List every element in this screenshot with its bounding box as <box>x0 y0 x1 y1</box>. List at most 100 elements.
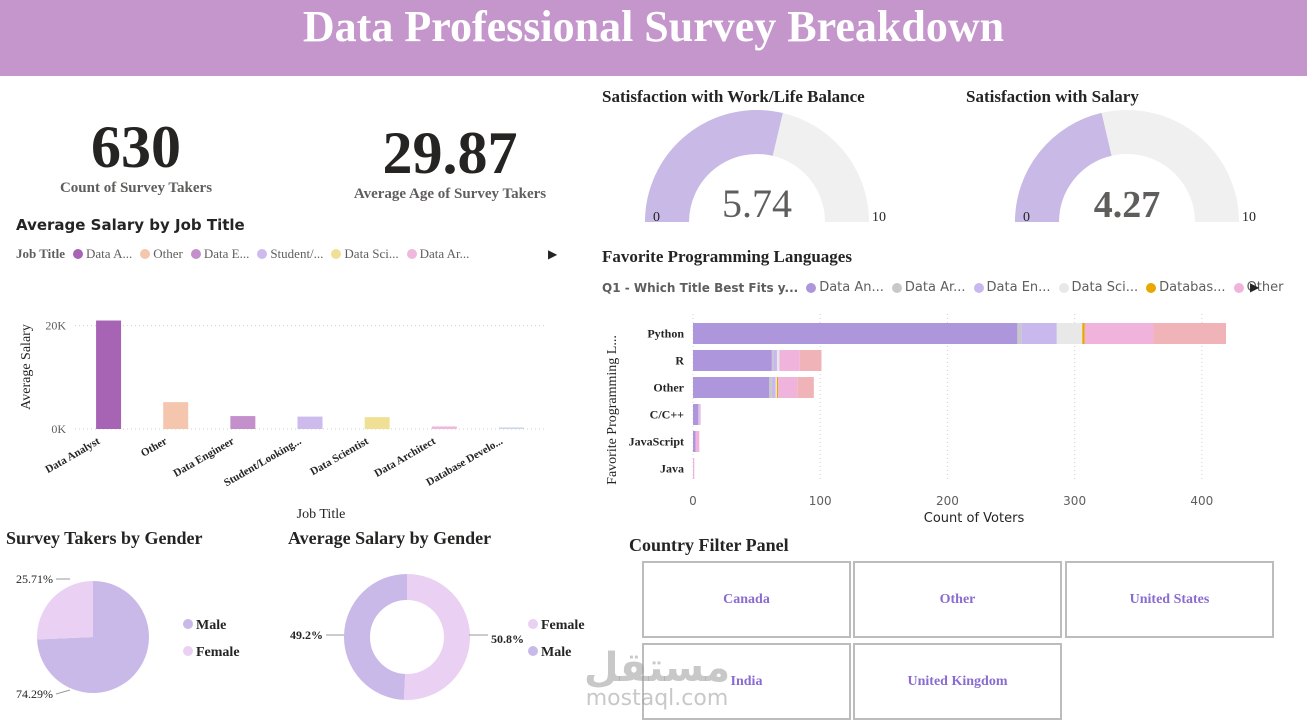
country-tile-label: India <box>730 673 763 689</box>
bar-segment <box>799 350 822 371</box>
legend-label: Data An... <box>819 280 884 295</box>
legend-item[interactable]: Data Sci... <box>1058 280 1139 295</box>
gauge-max-label: 10 <box>1242 210 1256 225</box>
legend-dot-icon <box>528 646 538 656</box>
x-tick-label: Data Analyst <box>43 435 102 476</box>
legend-item[interactable]: Databas... <box>1146 280 1226 295</box>
legend-label: Other <box>153 246 183 261</box>
languages-title: Favorite Programming Languages <box>602 247 852 266</box>
y-tick-label: Java <box>660 462 684 476</box>
bar <box>297 416 323 429</box>
country-tile-united-kingdom[interactable]: United Kingdom <box>853 643 1062 720</box>
bar-segment <box>771 350 774 371</box>
legend-dot-icon <box>891 282 902 293</box>
bar-segment <box>698 404 700 425</box>
pie-slice <box>37 581 150 693</box>
y-tick-label: R <box>675 354 684 368</box>
bar <box>163 402 189 429</box>
country-tile-canada[interactable]: Canada <box>642 561 851 638</box>
y-tick-label: Python <box>647 327 684 341</box>
legend-item[interactable]: Student/... <box>257 246 323 262</box>
x-tick-label: Data Engineer <box>171 435 236 480</box>
legend-label: Female <box>196 645 240 660</box>
legend-item[interactable]: Data Sci... <box>331 246 399 262</box>
legend-item[interactable]: Other <box>140 246 183 262</box>
kpi-count-value: 630 <box>91 114 181 180</box>
legend-dot-icon <box>1146 282 1157 293</box>
legend-dot-icon <box>806 282 817 293</box>
legend-dot-icon <box>331 249 342 259</box>
bar-segment <box>693 323 1018 344</box>
legend-label: Female <box>541 618 585 633</box>
x-tick-label: Database Develo... <box>424 435 505 489</box>
legend-label: Data Ar... <box>904 280 966 295</box>
legend-label: Student/... <box>270 246 324 261</box>
bar-segment <box>776 377 779 398</box>
legend-dot-icon <box>183 646 193 656</box>
legend-item[interactable]: Data Ar... <box>406 246 469 262</box>
legend-item[interactable]: Data A... <box>73 246 132 262</box>
donut-data-label: 50.8% <box>491 632 524 646</box>
x-axis-label: Count of Voters <box>924 511 1025 526</box>
y-tick-label: C/C++ <box>650 408 685 422</box>
bar-segment <box>695 431 700 452</box>
salary-by-job-legend: Job Title Data A... Other Data E... Student… <box>16 246 477 262</box>
x-tick-label: 400 <box>1190 494 1213 508</box>
gauge-max-label: 10 <box>872 210 886 225</box>
satisfaction-gauges: 5.74 0 10 4.27 0 10 <box>645 110 1256 226</box>
x-tick-label: 100 <box>809 494 832 508</box>
bar-segment <box>1056 323 1083 344</box>
y-tick-label: Other <box>653 381 684 395</box>
donut-slice <box>403 574 470 700</box>
legend-dot-icon <box>140 249 151 259</box>
bar-segment <box>693 404 699 425</box>
gauge-min-label: 0 <box>1023 210 1030 225</box>
country-tile-other[interactable]: Other <box>853 561 1062 638</box>
bar-segment <box>693 377 770 398</box>
legend-dot-icon <box>973 282 984 293</box>
legend-dot-icon <box>528 619 538 629</box>
bar-segment <box>776 350 780 371</box>
x-axis-label: Job Title <box>297 507 346 522</box>
legend-label: Data A... <box>86 246 133 261</box>
bar-segment <box>1084 323 1154 344</box>
donut-slice <box>344 574 408 700</box>
legend-title: Job Title <box>16 246 66 261</box>
country-tile-label: Other <box>939 591 976 607</box>
country-tile-united-states[interactable]: United States <box>1065 561 1274 638</box>
y-tick-label: 20K <box>45 319 66 333</box>
legend-next-arrow-icon[interactable]: ▶ <box>1250 280 1260 294</box>
gauge-worklife-title: Satisfaction with Work/Life Balance <box>602 87 865 106</box>
legend-dot-icon <box>1058 282 1069 293</box>
bar <box>230 416 256 429</box>
bar-segment <box>778 377 798 398</box>
legend-next-arrow-icon[interactable]: ▶ <box>548 247 558 261</box>
bar-segment <box>1021 323 1057 344</box>
legend-item[interactable]: Data E... <box>190 246 249 262</box>
legend-item[interactable]: Data An... <box>806 280 884 295</box>
legend-item[interactable]: Data Ar... <box>891 280 966 295</box>
legend-item[interactable]: Other <box>1233 280 1284 295</box>
gauge-fill <box>645 110 783 223</box>
pie-data-label: 25.71% <box>16 572 53 586</box>
legend-label: Data Sci... <box>1071 280 1139 295</box>
bar-segment <box>775 377 777 398</box>
legend-label: Male <box>196 618 226 633</box>
legend-item[interactable]: Data En... <box>973 280 1051 295</box>
pie-data-label: 74.29% <box>16 687 53 701</box>
mostaql-watermark: مستقل mostaql.com <box>584 645 730 711</box>
bar-segment <box>693 458 695 479</box>
x-tick-label: 0 <box>689 494 697 508</box>
languages-chart: 0 100 200 300 400 Python R Other C/C++ JavaScript… <box>605 314 1227 526</box>
bar <box>96 320 122 429</box>
country-panel-title: Country Filter Panel <box>629 535 789 555</box>
legend-title: Q1 - Which Title Best Fits y... <box>602 280 799 295</box>
bar-segment <box>797 377 814 398</box>
gauge-value: 4.27 <box>1094 184 1161 226</box>
legend-dot-icon <box>73 249 84 259</box>
country-tile-label: Canada <box>723 591 770 607</box>
country-tile-india[interactable]: India <box>642 643 851 720</box>
watermark-latin: mostaql.com <box>586 686 729 711</box>
bar <box>364 417 390 429</box>
